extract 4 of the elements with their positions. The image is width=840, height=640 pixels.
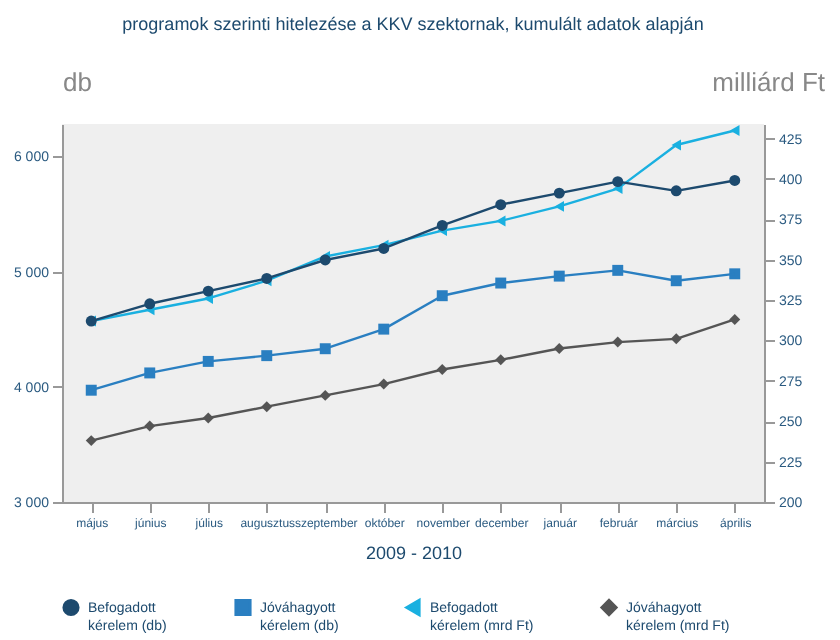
y2-axis-title: milliárd Ft: [712, 67, 826, 97]
y-axis-title: db: [63, 67, 92, 97]
chart-title: programok szerinti hitelezése a KKV szektornak, kumulált adatok alapján: [122, 14, 704, 34]
x-axis-title: 2009 - 2010: [365, 543, 463, 563]
